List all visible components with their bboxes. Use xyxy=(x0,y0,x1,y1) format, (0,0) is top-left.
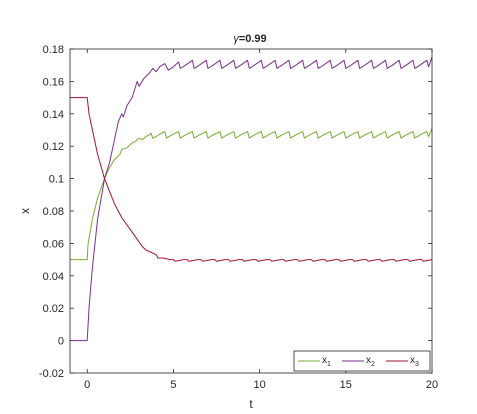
series-lines xyxy=(70,56,433,342)
x-tick-label: 10 xyxy=(253,379,265,391)
y-tick-label: 0.04 xyxy=(43,271,64,283)
y-tick-label: 0.16 xyxy=(43,76,64,88)
y-tick-label: 0.12 xyxy=(43,141,64,153)
y-tick-label: 0.1 xyxy=(49,174,64,186)
legend-label-x2: x2 xyxy=(366,355,375,368)
y-tick-label: 0.06 xyxy=(43,238,64,250)
plot-frame xyxy=(69,48,433,374)
series-line-x3 xyxy=(70,97,433,262)
x-tick-label: 20 xyxy=(426,379,438,391)
x-tick-label: 5 xyxy=(170,379,176,391)
y-tick-label: -0.02 xyxy=(39,368,64,380)
y-axis-label: x xyxy=(18,208,32,214)
y-tick-label: 0 xyxy=(58,336,64,348)
y-tick-label: 0.18 xyxy=(43,44,64,56)
legend-label-x3: x3 xyxy=(410,355,419,368)
y-tick-label: 0.14 xyxy=(43,109,64,121)
y-tick-label: 0.02 xyxy=(43,303,64,315)
x-axis-label: t xyxy=(249,397,253,411)
chart-title: γ=0.99 xyxy=(233,33,266,45)
series-line-x2 xyxy=(70,56,433,342)
x-tick-label: 0 xyxy=(84,379,90,391)
title-value: =0.99 xyxy=(239,33,267,45)
series-line-x1 xyxy=(70,128,433,261)
x-tick-label: 15 xyxy=(340,379,352,391)
title-symbol: γ xyxy=(233,33,240,45)
y-tick-label: 0.08 xyxy=(43,206,64,218)
legend-label-x1: x1 xyxy=(322,355,331,368)
legend: x1 x2 x3 xyxy=(293,350,431,372)
